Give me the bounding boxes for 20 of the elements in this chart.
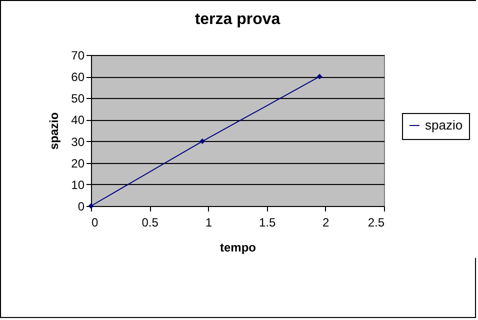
y-axis-title: spazio	[47, 112, 62, 150]
y-tick-label: 60	[71, 70, 85, 84]
y-tick-label: 50	[71, 92, 85, 106]
point	[316, 74, 322, 80]
y-tick-label: 20	[71, 156, 85, 170]
point	[200, 138, 206, 144]
y-tick-label: 30	[71, 134, 85, 149]
y-tick-label: 70	[71, 48, 85, 62]
x-tick-label: 2	[322, 216, 330, 230]
x-tick-label: 1.5	[258, 216, 276, 230]
x-tick-label: 1	[205, 216, 212, 230]
y-tick-label: 10	[71, 178, 85, 192]
x-axis-title: tempo	[220, 240, 256, 254]
y-tick-label: 0	[78, 200, 85, 214]
x-tick-label: 0	[92, 216, 98, 230]
x-tick-label: 0.5	[142, 216, 159, 230]
x-tick-label: 2.5	[368, 216, 385, 230]
y-tick-label: 40	[71, 113, 85, 128]
legend-label: spazio	[425, 118, 463, 132]
chart-title: terza prova	[194, 11, 280, 28]
